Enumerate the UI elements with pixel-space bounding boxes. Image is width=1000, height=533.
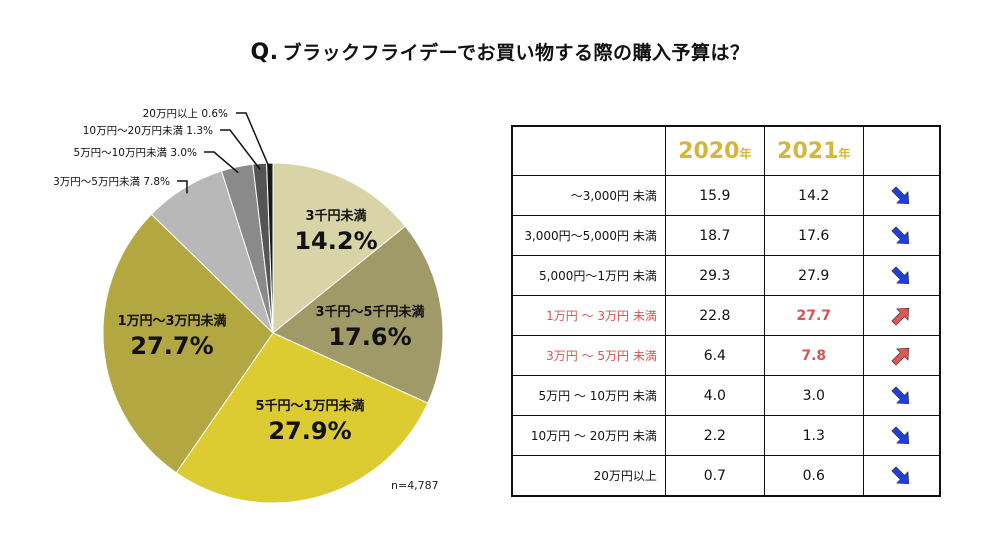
page-title: Q. ブラックフライデーでお買い物する際の購入予算は？ — [0, 38, 1000, 65]
trend-up-arrow-icon — [862, 335, 941, 376]
row-label: 3万円 ～ 5万円 未満 — [511, 335, 666, 376]
table-row: 5,000円～1万円 未満 29.3 27.9 — [511, 255, 941, 296]
row-label: 5,000円～1万円 未満 — [511, 255, 666, 296]
row-label: 1万円 ～ 3万円 未満 — [511, 295, 666, 336]
row-label: 20万円以上 — [511, 455, 666, 497]
pie-label: 14.2% — [294, 227, 377, 255]
row-label: ～3,000円 未満 — [511, 175, 666, 216]
sample-size-note: n=4,787 — [391, 479, 439, 492]
pie-chart: 3千円未満 14.2% 3千円～5千円未満 17.6% 5千円～1万円未満 27.9% 1万… — [53, 108, 444, 504]
value-2020: 15.9 — [664, 175, 765, 216]
value-2021: 3.0 — [763, 375, 864, 416]
callout-line — [177, 180, 188, 194]
pie-slice — [102, 213, 274, 474]
pie-label: 5万円～10万円未満 3.0% — [73, 147, 197, 159]
value-2021: 1.3 — [763, 415, 864, 456]
row-label: 10万円 ～ 20万円 未満 — [511, 415, 666, 456]
value-2020: 6.4 — [664, 335, 765, 376]
header-2021: 2021年 — [763, 125, 864, 176]
pie-label: 10万円～20万円未満 1.3% — [83, 125, 213, 137]
value-2020: 0.7 — [664, 455, 765, 497]
pie-slice — [272, 162, 406, 335]
pie-label: 20万円以上 0.6% — [143, 108, 228, 120]
title-prefix: Q. — [250, 40, 279, 65]
value-2021: 7.8 — [763, 335, 864, 376]
table-row: 5万円 ～ 10万円 未満 4.0 3.0 — [511, 375, 941, 416]
table-row: 3万円 ～ 5万円 未満 6.4 7.8 — [511, 335, 941, 376]
pie-label: 5千円～1万円未満 — [255, 398, 364, 414]
value-2020: 2.2 — [664, 415, 765, 456]
header-blank — [511, 125, 666, 176]
table-row: ～3,000円 未満 15.9 14.2 — [511, 175, 941, 216]
callout-line — [236, 112, 271, 170]
pie-label: 27.9% — [268, 417, 351, 445]
value-2021: 27.9 — [763, 255, 864, 296]
value-2020: 4.0 — [664, 375, 765, 416]
table-row: 10万円 ～ 20万円 未満 2.2 1.3 — [511, 415, 941, 456]
comparison-table: 2020年 2021年 ～3,000円 未満 15.9 14.2 3,000円～5,0… — [511, 125, 941, 497]
table-row: 20万円以上 0.7 0.6 — [511, 455, 941, 497]
table-row: 1万円 ～ 3万円 未満 22.8 27.7 — [511, 295, 941, 336]
trend-down-arrow-icon — [862, 455, 941, 497]
pie-label: 27.7% — [130, 332, 213, 360]
trend-down-arrow-icon — [862, 415, 941, 456]
pie-label: 3千円未満 — [305, 208, 366, 224]
pie-label: 3千円～5千円未満 — [315, 304, 424, 320]
value-2021: 27.7 — [763, 295, 864, 336]
row-label: 3,000円～5,000円 未満 — [511, 215, 666, 256]
trend-up-arrow-icon — [862, 295, 941, 336]
pie-label: 3万円～5万円未満 7.8% — [53, 176, 170, 188]
trend-down-arrow-icon — [862, 175, 941, 216]
title-text: ブラックフライデーでお買い物する際の購入予算は？ — [282, 42, 750, 64]
table-row: 3,000円～5,000円 未満 18.7 17.6 — [511, 215, 941, 256]
trend-down-arrow-icon — [862, 215, 941, 256]
pie-slice — [272, 225, 444, 404]
callout-line — [220, 129, 261, 170]
pie-label: 17.6% — [328, 323, 411, 351]
value-2021: 14.2 — [763, 175, 864, 216]
value-2021: 17.6 — [763, 215, 864, 256]
pie-label: 1万円～3万円未満 — [117, 313, 226, 329]
row-label: 5万円 ～ 10万円 未満 — [511, 375, 666, 416]
value-2021: 0.6 — [763, 455, 864, 497]
trend-down-arrow-icon — [862, 255, 941, 296]
header-2020: 2020年 — [664, 125, 765, 176]
value-2020: 29.3 — [664, 255, 765, 296]
value-2020: 18.7 — [664, 215, 765, 256]
trend-down-arrow-icon — [862, 375, 941, 416]
table-header-row: 2020年 2021年 — [511, 125, 941, 176]
header-trend — [862, 125, 941, 176]
callout-line — [204, 151, 239, 174]
pie-slice — [175, 332, 429, 504]
value-2020: 22.8 — [664, 295, 765, 336]
